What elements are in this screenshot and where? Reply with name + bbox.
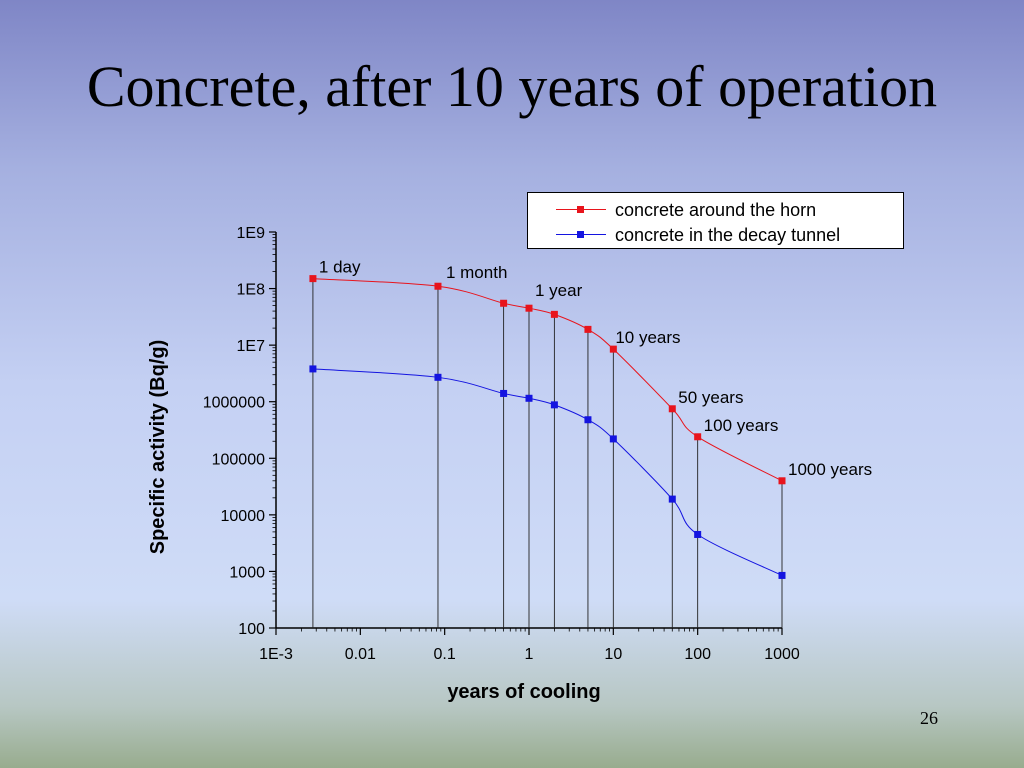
y-tick-label: 100: [238, 621, 265, 638]
data-point-1: [525, 394, 533, 402]
y-tick-label: 1E9: [237, 225, 266, 242]
time-annotation: 1000 years: [788, 460, 872, 479]
data-point-1: [550, 401, 558, 409]
data-point-0: [525, 304, 533, 312]
series-line-0: [312, 278, 783, 482]
data-point-0: [434, 282, 442, 290]
x-tick-label: 100: [684, 646, 711, 663]
y-tick-label: 1E7: [237, 338, 266, 355]
data-point-1: [309, 365, 317, 373]
time-annotation: 100 years: [704, 416, 779, 435]
data-point-1: [609, 435, 617, 443]
data-point-1: [584, 416, 592, 424]
y-tick-label: 10000: [221, 508, 266, 525]
time-annotation: 1 month: [446, 263, 507, 282]
data-point-0: [500, 299, 508, 307]
y-tick-label: 1000000: [203, 395, 265, 412]
data-point-0: [584, 325, 592, 333]
x-tick-label: 0.1: [434, 646, 456, 663]
time-annotation: 50 years: [678, 388, 743, 407]
legend-swatch-horn: [556, 206, 606, 213]
data-point-0: [778, 477, 786, 485]
data-point-1: [434, 373, 442, 381]
x-tick-label: 1E-3: [259, 646, 293, 663]
x-tick-label: 0.01: [345, 646, 376, 663]
slide-number: 26: [920, 708, 938, 728]
x-axis-label: years of cooling: [447, 681, 600, 703]
y-tick-label: 100000: [212, 451, 265, 468]
time-annotation: 1 day: [319, 258, 361, 277]
chart-legend: concrete around the horn concrete in the…: [527, 192, 904, 249]
data-point-0: [668, 405, 676, 413]
x-tick-label: 1: [525, 646, 534, 663]
data-point-1: [500, 389, 508, 397]
legend-label-tunnel: concrete in the decay tunnel: [615, 225, 841, 245]
x-tick-label: 1000: [764, 646, 800, 663]
data-point-1: [778, 571, 786, 579]
data-point-0: [694, 433, 702, 441]
data-point-0: [550, 310, 558, 318]
y-tick-label: 1000: [229, 564, 265, 581]
x-tick-label: 10: [604, 646, 622, 663]
time-annotation: 10 years: [615, 328, 680, 347]
slide-title: Concrete, after 10 years of operation: [86, 54, 938, 119]
y-tick-label: 1E8: [237, 282, 266, 299]
data-point-1: [668, 495, 676, 503]
legend-swatch-tunnel: [556, 231, 606, 238]
legend-item-horn: concrete around the horn: [528, 198, 903, 222]
data-point-1: [694, 530, 702, 538]
data-point-0: [609, 345, 617, 353]
legend-item-tunnel: concrete in the decay tunnel: [528, 223, 903, 247]
series-line-1: [312, 368, 783, 576]
time-annotation: 1 year: [535, 281, 583, 300]
data-point-0: [309, 275, 317, 283]
y-axis-label: Specific activity (Bq/g): [147, 340, 169, 555]
legend-label-horn: concrete around the horn: [615, 200, 817, 220]
